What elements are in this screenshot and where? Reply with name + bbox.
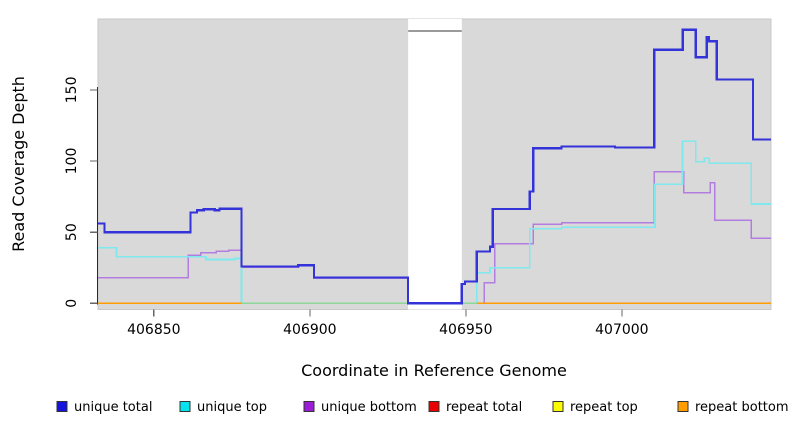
legend-swatch-repeat-total	[428, 401, 440, 412]
legend-swatch-unique-total	[56, 401, 68, 412]
legend-label-repeat-bottom: repeat bottom	[695, 400, 789, 415]
legend-swatch-repeat-top	[552, 401, 564, 412]
legend-swatch-repeat-bottom	[677, 401, 689, 412]
y-tick-label-0: 0	[64, 299, 80, 308]
series-unique-total-line	[98, 28, 771, 305]
y-axis-title: Read Coverage Depth	[9, 76, 28, 252]
y-tick-label-50: 50	[64, 223, 80, 241]
x-tick-label-406850: 406850	[127, 322, 180, 338]
legend-label-repeat-top: repeat top	[570, 400, 638, 415]
legend-item-unique-top: unique top	[179, 400, 267, 415]
x-tick-label-406950: 406950	[439, 322, 492, 338]
legend-label-unique-top: unique top	[197, 400, 267, 415]
legend-label-repeat-total: repeat total	[446, 400, 522, 415]
masked-region	[408, 19, 462, 310]
y-tick-label-100: 100	[64, 148, 80, 175]
legend-swatch-unique-bottom	[303, 401, 315, 412]
legend-item-unique-total: unique total	[56, 400, 152, 415]
legend-swatch-unique-top	[179, 401, 191, 412]
legend-item-repeat-top: repeat top	[552, 400, 638, 415]
legend-item-repeat-total: repeat total	[428, 400, 522, 415]
plot-layer: 406850 406900 406950 407000 0 50 100 150	[64, 18, 772, 338]
legend-item-unique-bottom: unique bottom	[303, 400, 417, 415]
legend-item-repeat-bottom: repeat bottom	[677, 400, 789, 415]
x-axis-title: Coordinate in Reference Genome	[301, 361, 567, 380]
series-unique-bottom-line	[98, 171, 771, 305]
chart-legend: unique total unique top unique bottom repea…	[56, 400, 789, 415]
legend-label-unique-bottom: unique bottom	[321, 400, 417, 415]
x-tick-label-406900: 406900	[283, 322, 336, 338]
x-tick-label-407000: 407000	[595, 322, 648, 338]
y-tick-label-150: 150	[64, 76, 80, 103]
series-unique-top-line	[98, 140, 771, 305]
legend-label-unique-total: unique total	[74, 400, 152, 415]
